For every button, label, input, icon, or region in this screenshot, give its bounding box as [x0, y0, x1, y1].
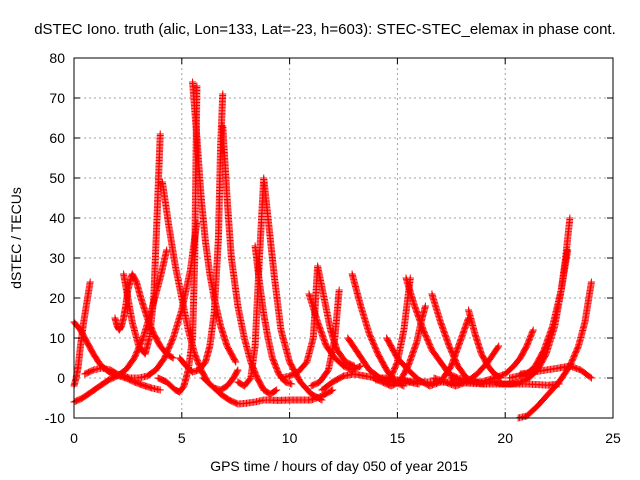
plus-marker — [156, 386, 164, 394]
y-tick-label: 10 — [49, 330, 65, 346]
plot-frame — [73, 57, 614, 419]
plus-marker — [169, 354, 177, 362]
x-tick-label: 15 — [390, 430, 406, 446]
axis-ticks: 0 5 10 15 20 25 -10 0 10 20 30 40 50 60 70 80 — [45, 50, 621, 446]
y-tick-label: 60 — [49, 130, 65, 146]
x-tick-label: 0 — [70, 430, 78, 446]
data-series-18 — [307, 286, 343, 390]
y-axis-label: dSTEC / TECUs — [8, 187, 24, 289]
x-tick-label: 25 — [605, 430, 621, 446]
data-series-10 — [176, 90, 227, 376]
plus-marker — [494, 343, 502, 351]
data-series-14 — [234, 174, 326, 404]
data-series-8 — [154, 82, 201, 396]
y-tick-label: -10 — [45, 410, 65, 426]
plus-marker — [587, 374, 595, 382]
data-series-5 — [111, 270, 177, 362]
y-tick-label: 30 — [49, 250, 65, 266]
data-series-15 — [264, 386, 337, 404]
plus-marker — [273, 386, 281, 394]
data-series-11 — [219, 122, 281, 398]
x-axis-label: GPS time / hours of day 050 of year 2015 — [210, 458, 468, 474]
plus-marker — [586, 373, 594, 381]
data-points — [70, 78, 595, 422]
plus-marker — [495, 342, 503, 350]
y-tick-label: 40 — [49, 210, 65, 226]
data-series-33 — [516, 362, 595, 382]
x-tick-label: 5 — [178, 430, 186, 446]
plus-marker — [231, 357, 239, 365]
plus-marker — [272, 387, 280, 395]
plus-marker — [234, 366, 242, 374]
y-tick-label: 0 — [57, 370, 65, 386]
plus-marker — [566, 214, 574, 222]
x-tick-label: 10 — [282, 430, 298, 446]
plus-marker — [356, 363, 364, 371]
chart-title: dSTEC Iono. truth (alic, Lon=133, Lat=-2… — [34, 21, 616, 38]
plus-marker — [232, 358, 240, 366]
plus-marker — [168, 353, 176, 361]
plus-marker — [529, 326, 537, 334]
plus-marker — [329, 386, 337, 394]
plus-marker — [421, 302, 429, 310]
y-tick-label: 70 — [49, 90, 65, 106]
data-series-31 — [506, 214, 574, 382]
plus-marker — [335, 286, 343, 294]
plus-marker — [328, 387, 336, 395]
x-tick-label: 20 — [497, 430, 513, 446]
data-series-27 — [430, 342, 503, 390]
plus-marker — [587, 278, 595, 286]
plus-marker — [219, 90, 227, 98]
y-tick-label: 50 — [49, 170, 65, 186]
data-series-29 — [447, 326, 537, 386]
plus-marker — [163, 246, 171, 254]
data-series-6 — [120, 130, 164, 358]
y-tick-label: 80 — [49, 50, 65, 66]
plus-marker — [233, 367, 241, 375]
y-tick-label: 20 — [49, 290, 65, 306]
plus-marker — [288, 380, 296, 388]
plus-marker — [357, 362, 365, 370]
plus-marker — [156, 130, 164, 138]
plus-marker — [86, 278, 94, 286]
plus-marker — [529, 327, 537, 335]
